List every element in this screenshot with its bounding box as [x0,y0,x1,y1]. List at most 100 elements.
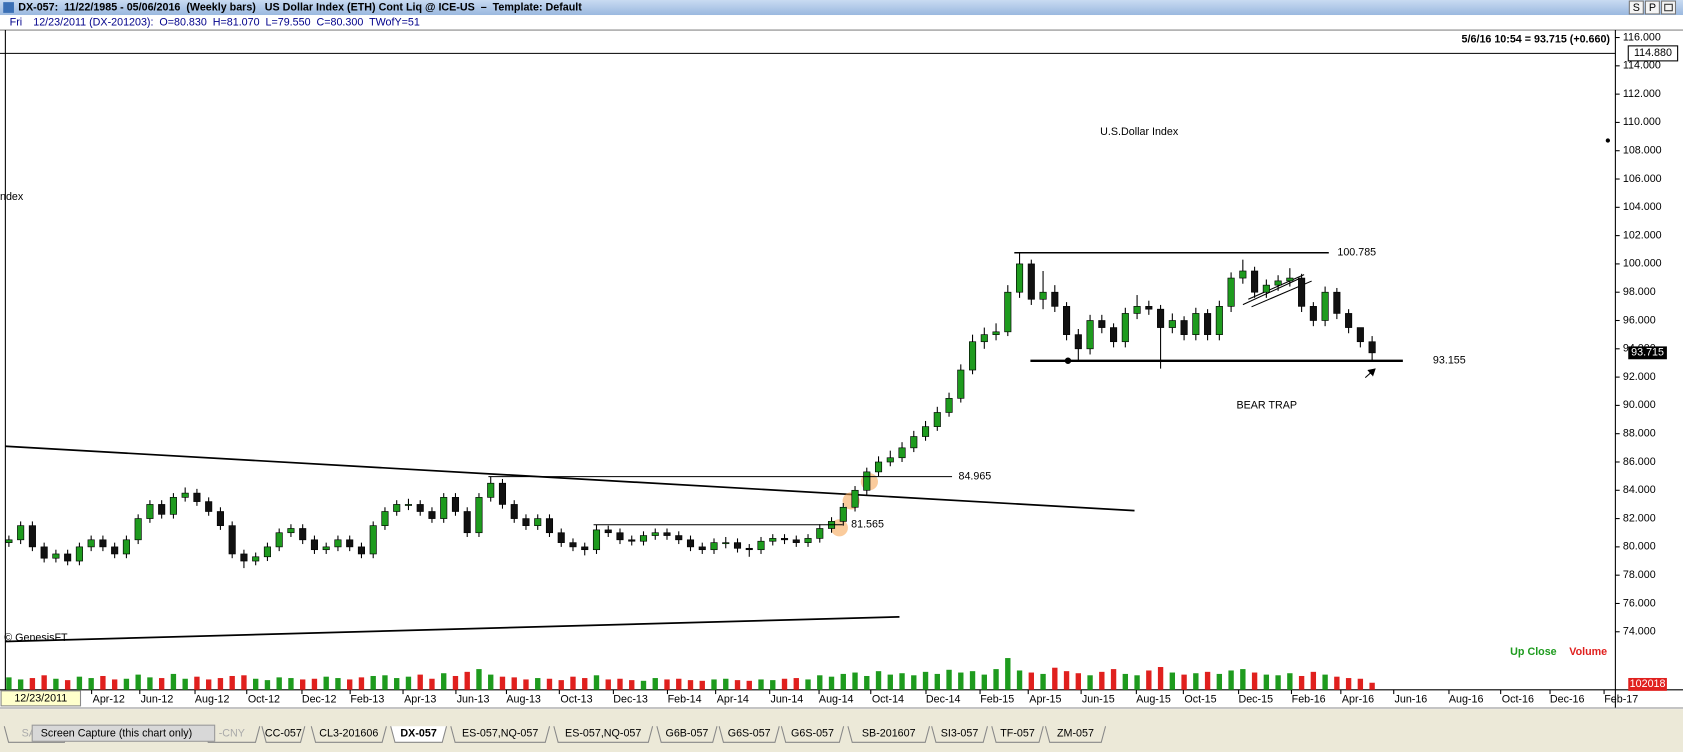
tab[interactable] [450,726,551,743]
trendlines [5,274,1376,643]
volume-bar [1157,667,1164,690]
candle-body [1251,270,1259,293]
candle-body [569,542,577,548]
tab-label[interactable]: DX-057 [400,728,436,740]
app-icon [3,2,14,13]
candle-body [40,546,48,559]
tab[interactable] [931,726,988,743]
tab-label[interactable]: TF-057 [1000,728,1035,740]
candle-body [639,535,648,542]
tab[interactable] [718,726,780,743]
tab-label[interactable]: ES-057,NQ-057 [462,728,538,740]
button[interactable] [1660,0,1677,15]
button[interactable] [1628,0,1644,15]
volume-bar [875,671,882,690]
tab[interactable] [553,726,654,743]
volume-bar [217,678,224,690]
tab[interactable] [310,726,387,743]
volume-bar [1240,669,1246,690]
candle-body [1309,306,1317,321]
candle-body [945,397,953,413]
volume-bar [664,679,670,690]
candle-body [1074,334,1082,350]
trendline [5,445,1135,512]
side-title: ndex [0,191,24,203]
tooltip [31,724,216,742]
volume-bar [452,675,459,690]
volume-bar [582,678,588,690]
tab[interactable] [1044,726,1107,743]
legend-label: Volume [1569,646,1607,658]
candle-body [122,539,130,555]
volume-bar [946,669,952,690]
volume-bar [205,679,212,690]
volume-bar [300,679,306,690]
tooltip-text: Screen Capture (this chart only) [41,728,192,740]
tab-label[interactable]: G6S-057 [791,728,834,740]
volume-bar [100,675,106,690]
candle-body [252,556,260,562]
candle-body [1063,306,1071,335]
tab-label[interactable]: G6S-057 [728,728,771,740]
candle-body [1321,291,1329,321]
candle-body [28,525,36,548]
x-tick-label: Feb-16 [1292,693,1326,705]
volume-bar [1263,674,1270,690]
button-label[interactable]: S [1633,2,1640,14]
tab[interactable] [261,726,306,743]
x-tick-label: Feb-13 [350,693,384,705]
candle-body [240,553,248,562]
tab-label[interactable]: ZM-057 [1057,728,1094,740]
x-tick-label: Aug-13 [506,693,541,705]
volume-bar [758,679,764,690]
x-tick-label: Apr-15 [1029,693,1061,705]
tab-label[interactable]: -CNY [219,728,245,740]
button-label[interactable]: P [1649,2,1656,14]
volume-bar [1110,669,1117,690]
volume-bar [981,674,987,690]
candle-body [1051,291,1059,307]
arrow [1364,368,1376,379]
candle-body [816,528,824,539]
quote: 5/6/16 10:54 = 93.715 (+0.660) [1462,34,1611,46]
tab[interactable] [390,726,448,743]
candle-body [851,489,859,508]
x-tick-label: Oct-12 [248,693,280,705]
tab-label[interactable]: ES-057,NQ-057 [565,728,641,740]
tab[interactable] [991,726,1044,743]
volume-bar [370,675,376,690]
candle-body [839,506,847,522]
candle-body [980,334,988,343]
volume-bar [1146,670,1152,690]
tab[interactable] [780,726,845,743]
button[interactable] [1644,0,1660,15]
candle-body [1180,320,1188,335]
candle-body [1215,306,1223,335]
volume-bar [535,678,541,690]
candle-body [99,539,107,548]
volume-bar [1287,673,1293,690]
volume-bar [523,679,529,690]
tab[interactable] [847,726,931,743]
volume-bar [464,671,470,690]
y-tick-label: 92.000 [1623,371,1656,383]
candle-body [698,546,706,551]
candle-body [804,538,812,543]
tab-label[interactable]: CL3-201606 [319,728,378,740]
volume-bar [546,678,553,690]
tab[interactable] [656,726,718,743]
tabs: SAUD-CNYCC-057CL3-201606DX-057ES-057,NQ-… [3,726,1107,743]
volume-bar [252,678,259,690]
candle-body [1227,277,1235,307]
candle-body [369,525,377,555]
tab-label[interactable]: G6B-057 [665,728,708,740]
candle-body [1333,291,1341,314]
volume-bar [488,674,494,690]
tab-label[interactable]: SB-201607 [862,728,916,740]
candle-body [52,553,60,559]
candle-body [334,539,342,548]
candle-body [1168,320,1176,328]
tab-label[interactable]: SI3-057 [941,728,979,740]
candle-body [886,457,894,463]
tab-label[interactable]: CC-057 [265,728,302,740]
